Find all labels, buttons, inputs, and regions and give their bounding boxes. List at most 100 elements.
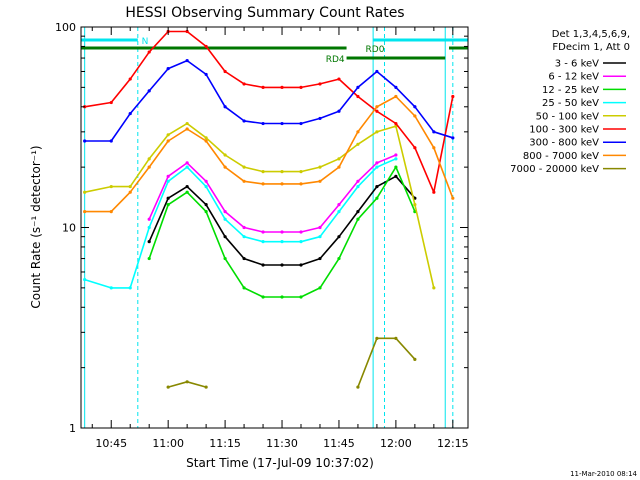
data-point xyxy=(83,277,87,282)
data-point xyxy=(166,139,170,143)
data-point xyxy=(356,217,360,221)
data-point xyxy=(318,286,322,290)
data-point xyxy=(185,121,189,126)
data-point xyxy=(204,44,208,49)
data-point xyxy=(375,109,379,113)
data-point xyxy=(356,179,360,183)
data-point xyxy=(223,165,227,169)
data-point xyxy=(337,235,341,239)
data-point xyxy=(337,203,341,207)
data-point xyxy=(147,157,151,161)
data-point xyxy=(394,85,398,89)
x-tick-label: 10:45 xyxy=(95,437,127,450)
data-point xyxy=(147,50,151,54)
legend-label: 12 - 25 keV xyxy=(542,85,599,96)
data-point xyxy=(451,196,455,200)
data-point xyxy=(147,240,151,244)
data-point xyxy=(204,72,208,77)
y-axis-label: Count Rate (s⁻¹ detector⁻¹) xyxy=(29,145,43,308)
footer-timestamp: 11-Mar-2010 08:14 xyxy=(570,470,637,478)
data-point xyxy=(242,165,246,169)
series-line-8 xyxy=(167,337,416,388)
data-point xyxy=(83,139,87,143)
data-point xyxy=(356,184,360,189)
data-point xyxy=(223,210,227,214)
data-point xyxy=(204,136,208,140)
legend-label: 7000 - 20000 keV xyxy=(510,164,599,175)
data-point xyxy=(204,203,208,207)
data-point xyxy=(337,210,341,214)
data-point xyxy=(394,157,398,161)
data-point xyxy=(109,100,113,105)
data-point xyxy=(166,133,170,137)
data-point xyxy=(280,295,284,299)
data-point xyxy=(280,240,284,244)
annotations: N RD0 RD4 xyxy=(142,37,385,65)
data-point xyxy=(451,136,455,140)
series-line-7 xyxy=(84,95,454,213)
data-point xyxy=(185,58,189,63)
data-point xyxy=(204,385,208,389)
data-point xyxy=(356,142,360,146)
data-point xyxy=(337,256,341,261)
data-point xyxy=(299,263,303,267)
x-tick-label: 11:00 xyxy=(152,437,184,450)
event-markers xyxy=(81,27,468,428)
data-point xyxy=(128,111,132,116)
data-point xyxy=(394,174,398,178)
data-point xyxy=(261,85,265,89)
data-point xyxy=(166,385,170,389)
data-point xyxy=(185,161,189,165)
data-point xyxy=(318,256,322,261)
data-point xyxy=(261,121,265,126)
data-point xyxy=(356,94,360,99)
legend-label: 300 - 800 keV xyxy=(529,138,599,149)
data-point xyxy=(318,225,322,230)
annotation-label: RD0 xyxy=(366,45,385,55)
data-point xyxy=(413,114,417,118)
data-point xyxy=(299,295,303,299)
data-point xyxy=(318,165,322,169)
data-point xyxy=(413,146,417,150)
data-point xyxy=(413,203,417,207)
data-point xyxy=(432,146,436,150)
data-point xyxy=(147,225,151,230)
legend-label: 50 - 100 keV xyxy=(536,111,600,122)
data-point xyxy=(242,256,246,261)
data-point xyxy=(337,165,341,169)
data-point xyxy=(394,121,398,126)
legend-header: FDecim 1, Att 0 xyxy=(552,42,630,53)
data-point xyxy=(109,286,113,290)
x-tick-label: 12:00 xyxy=(380,437,412,450)
data-point xyxy=(185,127,189,131)
data-point xyxy=(204,139,208,143)
data-point xyxy=(261,240,265,244)
data-point xyxy=(128,286,132,290)
data-point xyxy=(83,210,87,214)
data-point xyxy=(375,130,379,134)
data-point xyxy=(204,184,208,189)
data-point xyxy=(242,225,246,230)
data-point xyxy=(185,29,189,34)
data-point xyxy=(280,263,284,267)
data-point xyxy=(280,121,284,126)
data-point xyxy=(242,286,246,290)
annotation-label: RD4 xyxy=(326,55,345,65)
data-point xyxy=(166,203,170,207)
data-point xyxy=(375,336,379,340)
data-point xyxy=(375,196,379,200)
data-point xyxy=(242,179,246,183)
data-point xyxy=(432,286,436,290)
data-point xyxy=(318,82,322,86)
x-axis: 10:45 11:00 11:15 11:30 11:45 12:00 12:15 xyxy=(91,27,469,450)
data-point xyxy=(261,295,265,299)
data-point xyxy=(318,235,322,239)
data-point xyxy=(147,256,151,261)
data-point xyxy=(280,85,284,89)
data-point xyxy=(394,94,398,99)
y-axis: 1 10 100 xyxy=(55,21,468,435)
y-tick-label: 10 xyxy=(62,222,76,235)
data-point xyxy=(242,82,246,86)
x-tick-label: 11:45 xyxy=(323,437,355,450)
